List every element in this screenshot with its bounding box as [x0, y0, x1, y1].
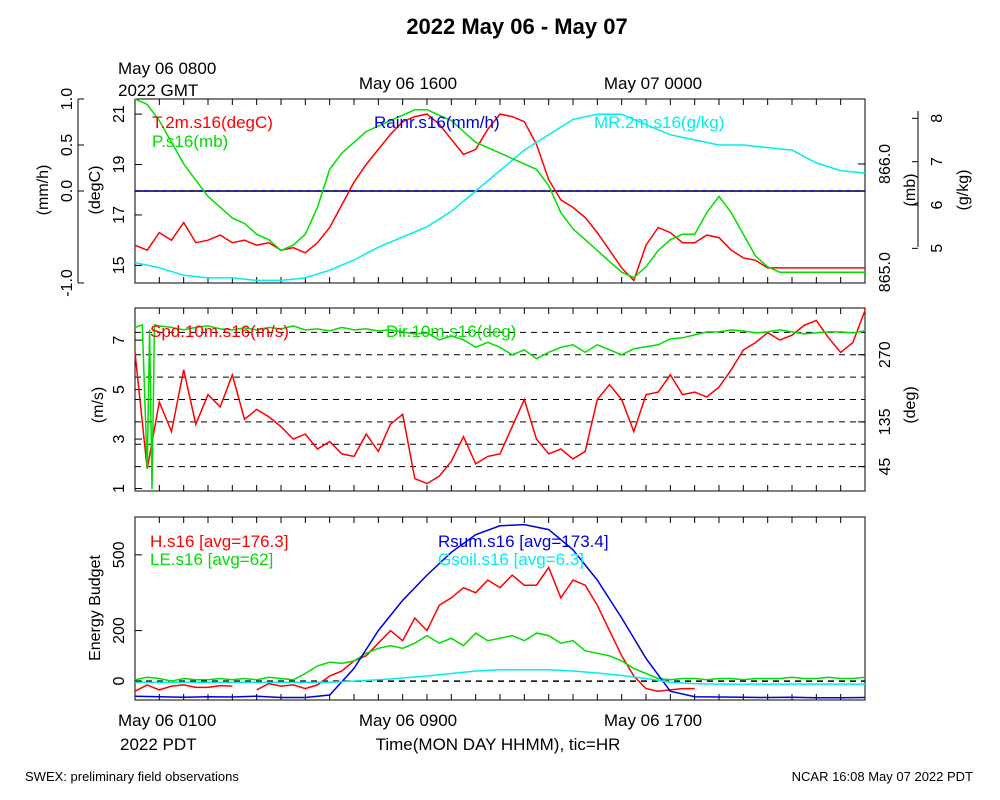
top-time-label-1: May 06 0800 [118, 59, 216, 78]
p1-gkg-tick-label: 6 [929, 200, 946, 209]
p1-degc-tick-label: 21 [111, 105, 128, 123]
p1-mb-axis-label: (mb) [902, 174, 919, 207]
legend-temp: T.2m.s16(degC) [152, 113, 273, 132]
top-time-label-3: May 07 0000 [604, 74, 702, 93]
bottom-time-label-1: May 06 0100 [118, 711, 216, 730]
p3-tick-label: 200 [111, 617, 128, 644]
legend-wind-dir: Dir.10m.s16(deg) [386, 322, 516, 341]
p3-axis-label: Energy Budget [87, 555, 104, 661]
p2-ms-tick-label: 1 [111, 484, 128, 493]
series-soil-heat-line [135, 668, 865, 685]
p2-ms-tick-label: 5 [111, 385, 128, 394]
p1-gkg-tick-label: 8 [929, 114, 946, 123]
p3-tick-label: 0 [111, 677, 128, 686]
series-latent-heat-line [134, 632, 866, 682]
series-sensible-heat-line [134, 565, 695, 692]
legend-rain: Rainr.s16(mm/h) [374, 113, 500, 132]
p2-ms-tick-label: 7 [111, 336, 128, 345]
p1-mmh-tick-label: 1.0 [59, 88, 76, 110]
footer-right: NCAR 16:08 May 07 2022 PDT [792, 769, 973, 784]
bottom-time-label-3: May 06 1700 [604, 711, 702, 730]
p1-degc-tick-label: 15 [111, 256, 128, 274]
bottom-time-label-1b: 2022 PDT [120, 735, 197, 754]
p1-mmh-tick-label: 0.0 [59, 180, 76, 202]
p2-ms-tick-label: 3 [111, 435, 128, 444]
x-axis-title: Time(MON DAY HHMM), tic=HR [376, 735, 621, 754]
legend-soil-heat: Gsoil.s16 [avg=6.3] [438, 550, 584, 569]
p2-deg-tick-label: 45 [877, 458, 894, 476]
legend-sensible-heat: H.s16 [avg=176.3] [150, 532, 288, 551]
series-cyan-line [134, 113, 866, 282]
series-red-line [134, 113, 865, 282]
top-time-label-2: May 06 1600 [359, 74, 457, 93]
legend-wind-speed: Spd.10m.s16(m/s) [150, 322, 289, 341]
p1-degc-tick-label: 17 [111, 206, 128, 224]
p2-deg-tick-label: 270 [877, 341, 894, 368]
p1-degc-tick-label: 19 [111, 156, 128, 174]
p1-degc-axis-label: (degC) [87, 166, 104, 215]
top-time-label-1b: 2022 GMT [118, 81, 198, 100]
legend-net-radiation: Rsum.s16 [avg=173.4] [438, 532, 609, 551]
p1-gkg-tick-label: 5 [929, 244, 946, 253]
series-net-radiation-line [134, 523, 866, 699]
p1-mb-tick-label: 865.0 [877, 252, 894, 292]
p2-deg-axis-label: (deg) [902, 386, 919, 423]
p3-tick-label: 500 [111, 541, 128, 568]
panel-energy: 0 200 500 Energy Budget H.s16 [avg=176.3]LE.… [87, 516, 866, 701]
p1-gkg-tick-label: 7 [929, 157, 946, 166]
legend-mixing-ratio: MR.2m.s16(g/kg) [594, 113, 724, 132]
p2-deg-tick-label: 135 [877, 408, 894, 435]
chart-title: 2022 May 06 - May 07 [406, 14, 627, 39]
legend-latent-heat: LE.s16 [avg=62] [150, 550, 273, 569]
p1-mmh-tick-label: -1.0 [59, 269, 76, 297]
p1-mmh-axis-label: (mm/h) [35, 165, 52, 216]
legend-pressure: P.s16(mb) [152, 132, 228, 151]
p2-ms-axis-label: (m/s) [90, 387, 107, 423]
series-wind-speed-line [134, 310, 866, 485]
p1-gkg-axis-label: (g/kg) [955, 170, 972, 211]
bottom-time-label-2: May 06 0900 [359, 711, 457, 730]
panel-met: -1.00.00.51.0(mm/h)15171921(degC)865.086… [35, 88, 972, 297]
p1-mmh-tick-label: 0.5 [59, 134, 76, 156]
footer-left: SWEX: preliminary field observations [25, 769, 239, 784]
p1-mb-tick-label: 866.0 [877, 144, 894, 184]
series-green-line [134, 98, 865, 279]
series-wind-dir-line [134, 323, 866, 490]
